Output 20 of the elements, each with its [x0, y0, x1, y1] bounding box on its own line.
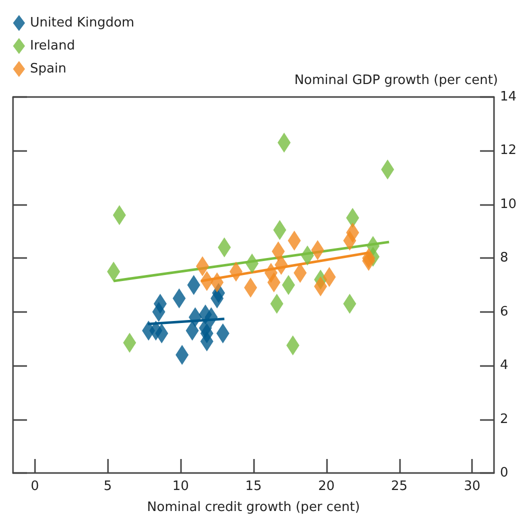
- x-tick-label: 5: [104, 479, 112, 494]
- legend-label: Ireland: [30, 38, 75, 54]
- x-tick-label: 20: [318, 479, 335, 494]
- y-tick-label: 10: [500, 196, 517, 212]
- x-tick-label: 25: [390, 479, 408, 494]
- x-tick-label: 0: [30, 479, 40, 494]
- y-tick-label: 8: [500, 250, 508, 266]
- x-tick-label: 30: [464, 479, 480, 494]
- x-tick-label: 10: [172, 479, 189, 494]
- x-axis-title: Nominal credit growth (per cent): [147, 500, 360, 515]
- y-axis-title: Nominal GDP growth (per cent): [294, 73, 498, 88]
- y-tick-label: 0: [500, 466, 508, 480]
- y-tick-label: 4: [500, 358, 508, 374]
- x-tick-label: 15: [245, 479, 262, 494]
- y-tick-label: 6: [500, 304, 508, 320]
- y-tick-label: 14: [500, 90, 517, 104]
- y-tick-label: 12: [500, 143, 517, 158]
- legend-label: United Kingdom: [30, 16, 134, 30]
- y-tick-label: 2: [500, 412, 508, 427]
- legend-label: Spain: [30, 62, 66, 76]
